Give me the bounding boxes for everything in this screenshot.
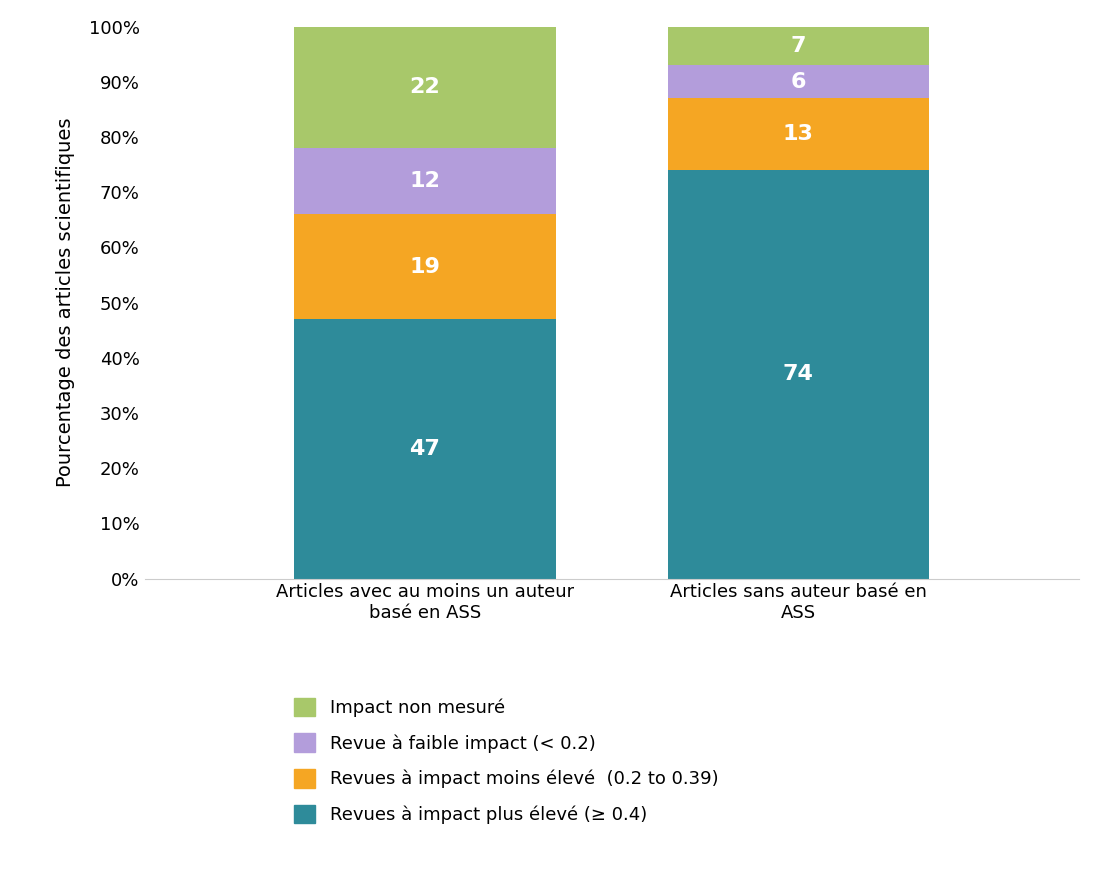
Y-axis label: Pourcentage des articles scientifiques: Pourcentage des articles scientifiques: [56, 117, 75, 488]
Text: 19: 19: [409, 256, 440, 277]
Bar: [294, 27, 556, 148]
Text: 74: 74: [783, 364, 814, 384]
Text: 7: 7: [791, 36, 806, 56]
Bar: [667, 27, 930, 65]
Text: 22: 22: [409, 77, 440, 97]
Bar: [667, 99, 930, 170]
Bar: [667, 170, 930, 578]
Bar: [294, 320, 556, 578]
Bar: [294, 214, 556, 320]
Text: 6: 6: [791, 72, 806, 92]
Bar: [667, 65, 930, 99]
Text: 13: 13: [783, 125, 814, 144]
Legend: Impact non mesuré, Revue à faible impact (< 0.2), Revues à impact moins élevé  (: Impact non mesuré, Revue à faible impact…: [294, 698, 718, 824]
Text: 47: 47: [409, 439, 440, 459]
Text: 12: 12: [409, 171, 440, 191]
Bar: [294, 148, 556, 214]
